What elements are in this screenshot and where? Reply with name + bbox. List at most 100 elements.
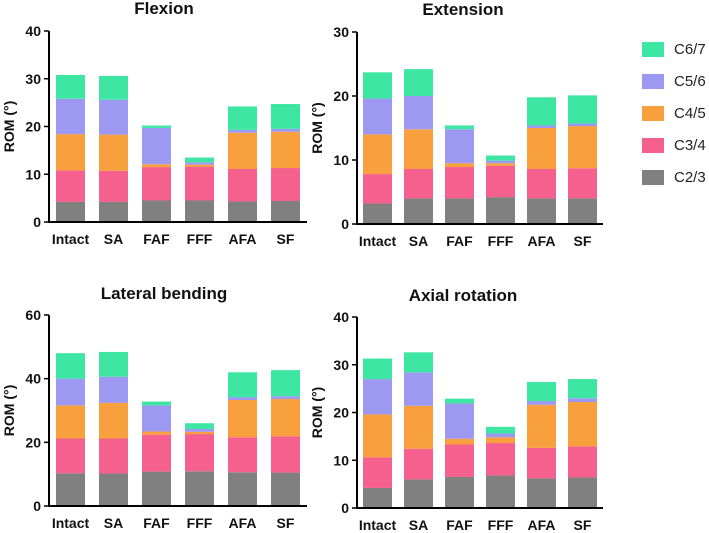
bar-sa-c2-3 xyxy=(99,473,128,506)
bar-faf-c4-5 xyxy=(142,164,171,168)
y-tick-label: 40 xyxy=(25,23,41,39)
bar-fff-c5-6 xyxy=(185,428,214,432)
legend-swatch xyxy=(642,169,664,185)
x-tick-label: FAF xyxy=(143,515,170,531)
y-tick-label: 30 xyxy=(333,24,349,40)
bar-sa-c5-6 xyxy=(99,376,128,403)
x-tick-label: FFF xyxy=(187,231,213,247)
bar-sa-c5-6 xyxy=(99,99,128,135)
bar-faf-c5-6 xyxy=(445,403,474,439)
bar-faf-c4-5 xyxy=(445,438,474,445)
bar-faf-c3-4 xyxy=(445,444,474,477)
bar-sa-c3-4 xyxy=(404,168,433,199)
bar-sa-c6-7 xyxy=(99,75,128,100)
bar-sf-c5-6 xyxy=(271,128,300,132)
bar-sf-c6-7 xyxy=(568,95,597,124)
bar-fff-c2-3 xyxy=(486,475,515,508)
bar-intact-c2-3 xyxy=(56,473,85,506)
bar-sa-c3-4 xyxy=(99,170,128,202)
bar-faf-c5-6 xyxy=(142,405,171,432)
bar-afa-c4-5 xyxy=(228,132,257,169)
bar-faf-c3-4 xyxy=(142,167,171,201)
bar-intact-c2-3 xyxy=(363,487,392,508)
x-tick-label: FFF xyxy=(488,233,514,249)
x-tick-label: AFA xyxy=(528,517,556,533)
x-tick-label: AFA xyxy=(528,233,556,249)
bar-faf-c5-6 xyxy=(445,129,474,164)
legend-item-c6-7: C6/7 xyxy=(642,37,706,61)
bar-afa-c6-7 xyxy=(228,372,257,398)
bar-fff-c3-4 xyxy=(185,166,214,201)
x-tick-label: SF xyxy=(574,233,592,249)
y-axis-label: ROM (°) xyxy=(309,102,325,153)
chart-title: Axial rotation xyxy=(409,286,518,305)
chart-flexion: Flexion ROM (°) 0 10 20 30 40 Intact SA FAF FFF AFA… xyxy=(1,0,307,247)
y-tick-label: 40 xyxy=(25,371,41,387)
bar-fff-c6-7 xyxy=(486,155,515,161)
legend: C6/7 C5/6 C4/5 C3/4 C2/3 xyxy=(642,37,706,197)
bar-sa-c5-6 xyxy=(404,96,433,130)
legend-label: C5/6 xyxy=(674,72,706,90)
bar-intact-c4-5 xyxy=(363,134,392,175)
bar-sf-c4-5 xyxy=(568,401,597,447)
bar-sf-c2-3 xyxy=(271,472,300,506)
bar-intact-c5-6 xyxy=(56,98,85,135)
bar-afa-c6-7 xyxy=(228,106,257,130)
x-tick-label: FAF xyxy=(446,517,473,533)
bar-afa-c5-6 xyxy=(527,401,556,405)
y-tick-label: 30 xyxy=(333,357,349,373)
y-tick-label: 40 xyxy=(333,309,349,325)
bar-faf-c6-7 xyxy=(142,125,171,128)
bar-intact-c4-5 xyxy=(56,405,85,439)
bar-sf-c2-3 xyxy=(568,198,597,224)
bar-intact-c2-3 xyxy=(56,201,85,222)
bar-fff-c5-6 xyxy=(486,160,515,164)
bar-sf-c3-4 xyxy=(271,436,300,473)
bar-afa-c5-6 xyxy=(527,125,556,128)
bar-afa-c3-4 xyxy=(228,437,257,473)
bar-sa-c5-6 xyxy=(404,372,433,406)
bar-fff-c5-6 xyxy=(486,433,515,438)
bar-sa-c2-3 xyxy=(404,479,433,508)
x-tick-label: Intact xyxy=(359,233,397,249)
bar-afa-c3-4 xyxy=(527,168,556,199)
bar-afa-c6-7 xyxy=(527,97,556,126)
chart-title: Flexion xyxy=(134,0,194,18)
bar-fff-c3-4 xyxy=(185,434,214,472)
bar-sf-c3-4 xyxy=(568,446,597,478)
bar-intact-c6-7 xyxy=(56,74,85,99)
bar-faf-c3-4 xyxy=(445,167,474,199)
y-axis-label: ROM (°) xyxy=(1,101,17,152)
x-tick-label: AFA xyxy=(229,231,257,247)
bar-sf-c5-6 xyxy=(568,123,597,127)
bar-faf-c6-7 xyxy=(445,398,474,404)
bar-intact-c6-7 xyxy=(56,353,85,379)
y-tick-label: 20 xyxy=(25,434,41,450)
legend-swatch xyxy=(642,105,664,121)
bar-afa-c2-3 xyxy=(527,198,556,224)
bar-afa-c2-3 xyxy=(228,201,257,222)
x-tick-label: Intact xyxy=(52,515,90,531)
x-tick-label: Intact xyxy=(52,231,90,247)
bar-faf-c2-3 xyxy=(142,471,171,506)
bar-faf-c2-3 xyxy=(445,198,474,224)
bar-afa-c4-5 xyxy=(527,404,556,448)
bar-afa-c2-3 xyxy=(228,472,257,506)
bar-afa-c4-5 xyxy=(228,399,257,438)
y-axis-label: ROM (°) xyxy=(309,387,325,438)
bar-sa-c2-3 xyxy=(404,198,433,224)
bar-sf-c6-7 xyxy=(271,104,300,129)
bar-faf-c5-6 xyxy=(142,127,171,165)
legend-label: C6/7 xyxy=(674,40,706,58)
bar-fff-c6-7 xyxy=(486,426,515,434)
bar-fff-c2-3 xyxy=(185,471,214,506)
bar-faf-c3-4 xyxy=(142,434,171,472)
bar-sf-c3-4 xyxy=(568,168,597,199)
bar-faf-c2-3 xyxy=(142,200,171,222)
y-tick-label: 20 xyxy=(333,88,349,104)
y-tick-label: 10 xyxy=(333,452,349,468)
bar-fff-c4-5 xyxy=(185,431,214,435)
y-tick-label: 10 xyxy=(333,152,349,168)
legend-item-c3-4: C3/4 xyxy=(642,133,706,157)
